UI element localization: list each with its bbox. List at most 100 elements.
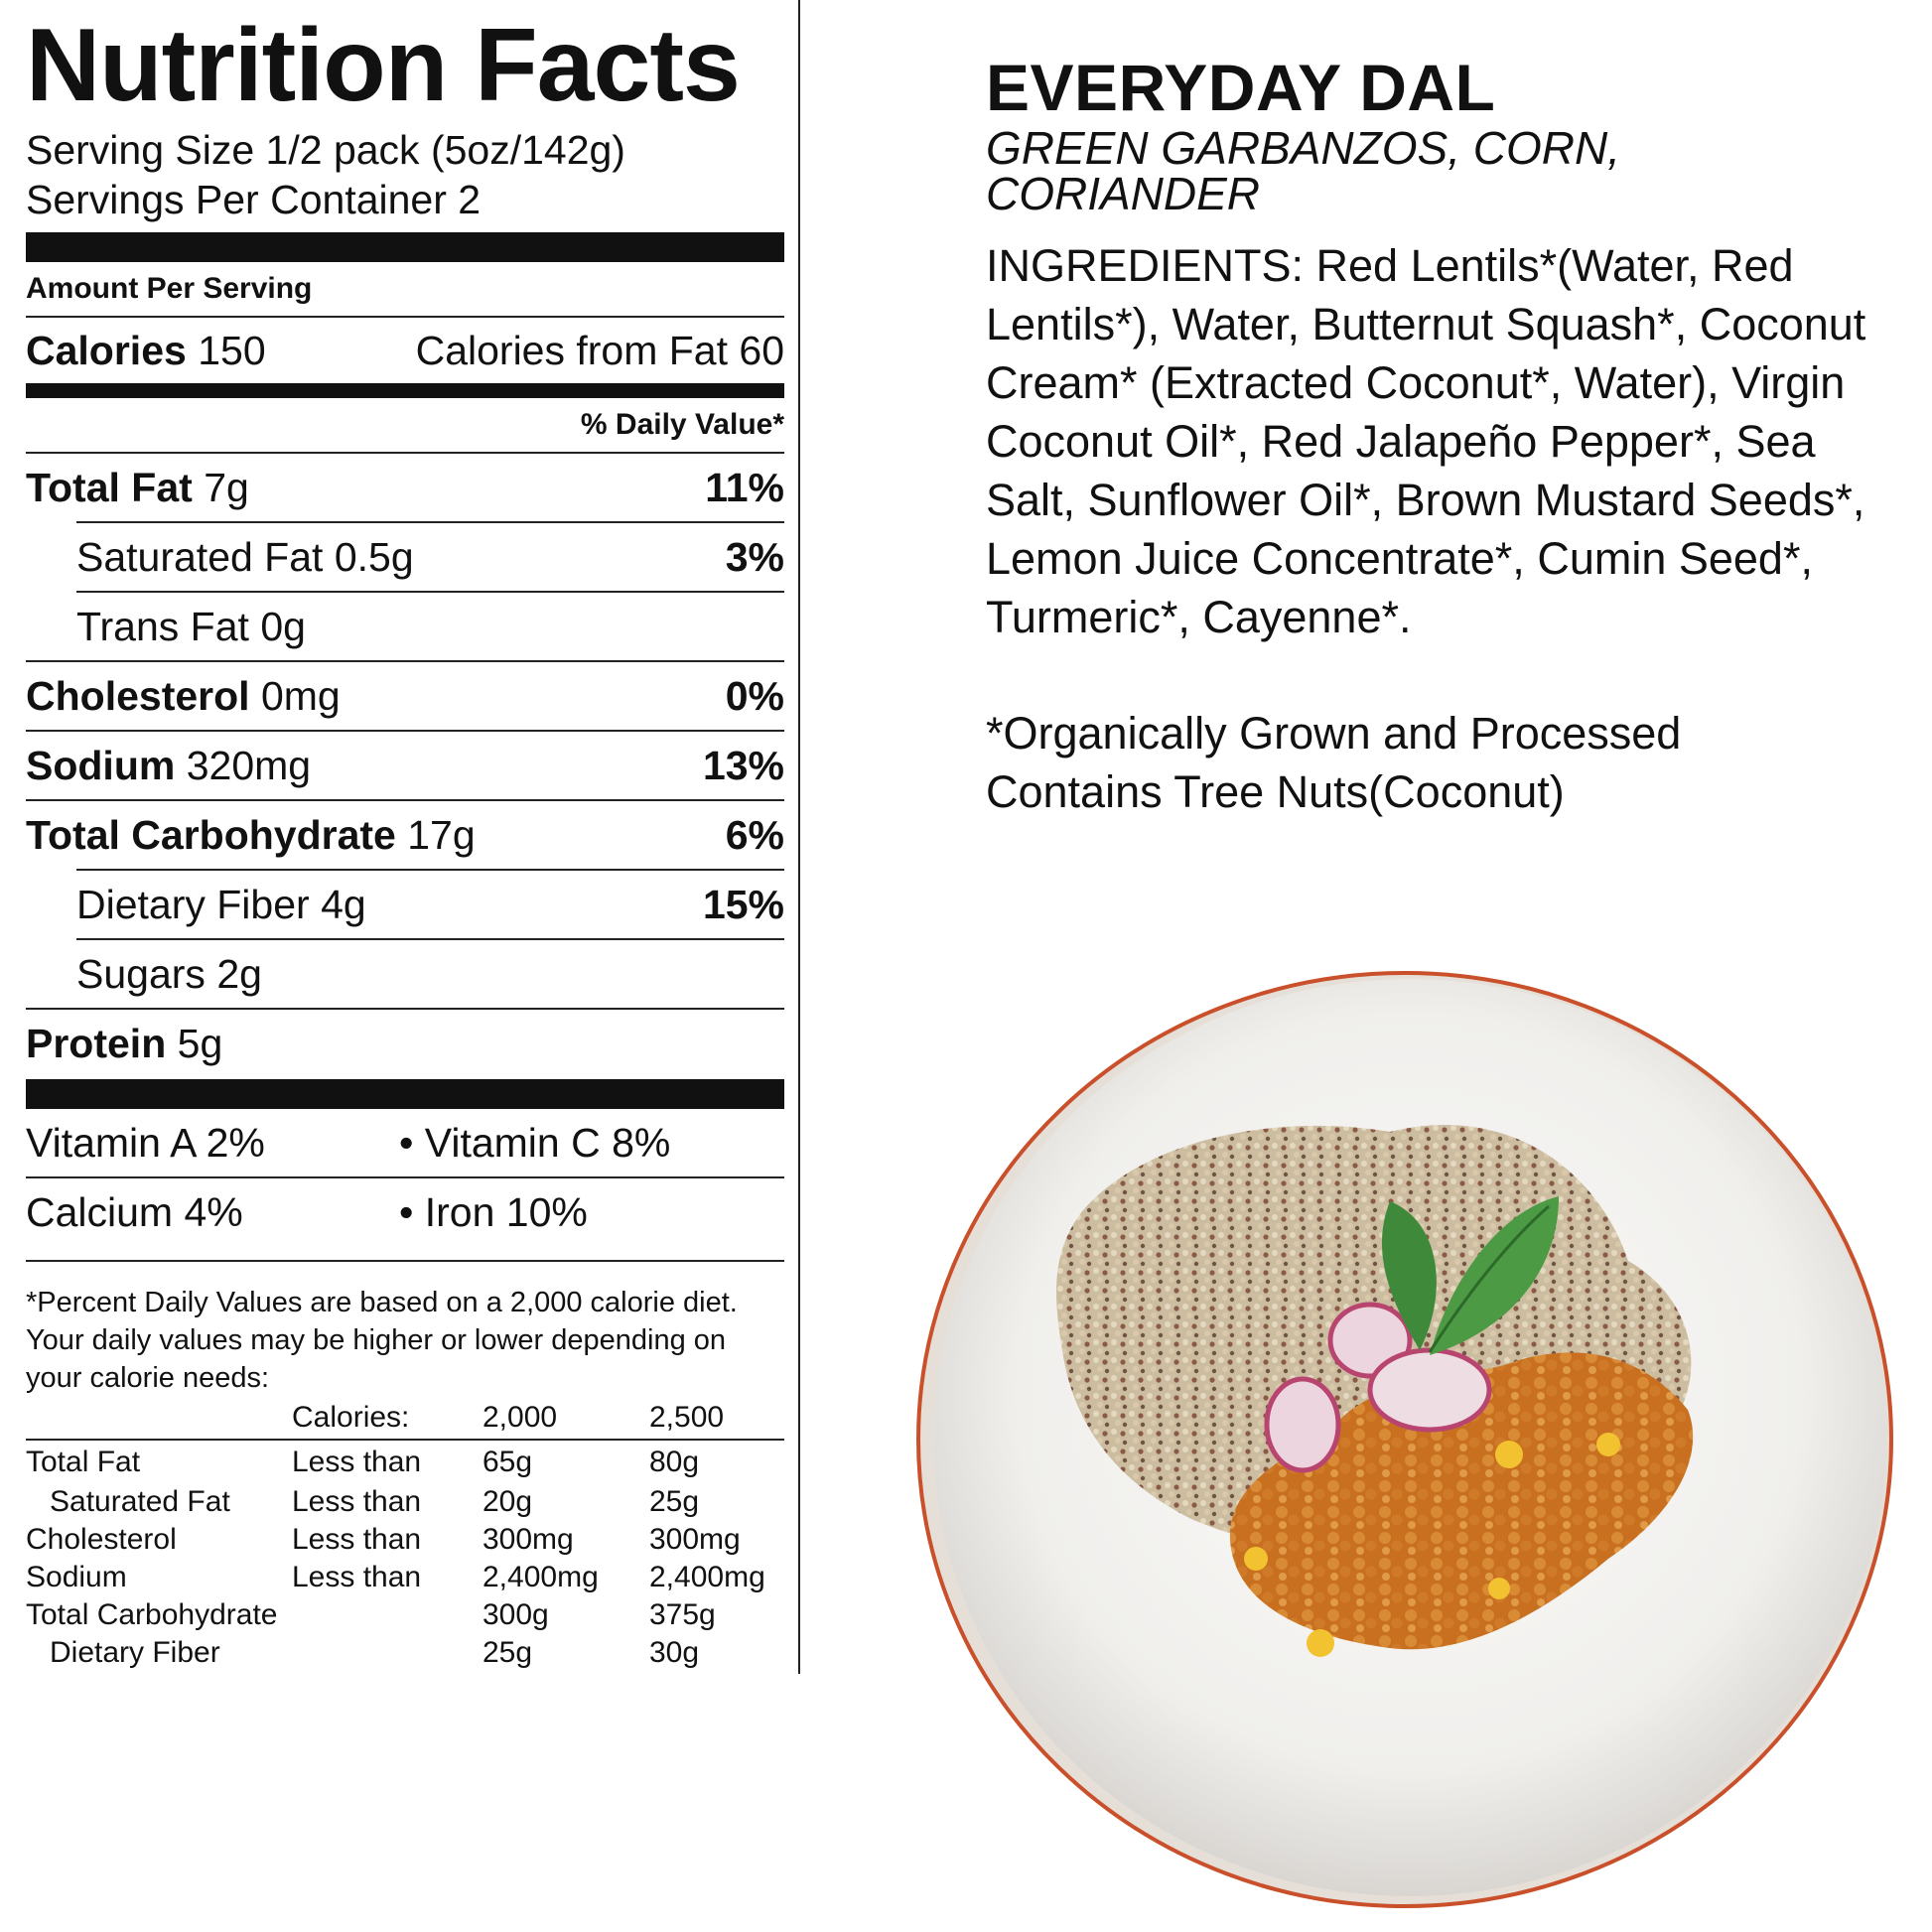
divider [26, 799, 784, 801]
medium-divider [26, 383, 784, 398]
nutrient-dv: 15% [702, 881, 784, 927]
reference-cell: 375g [649, 1598, 716, 1631]
divider [76, 591, 784, 593]
nutrient-row-sugars: Sugars 2g [26, 940, 784, 1008]
reference-row: Total Fat Less than 65g 80g [26, 1440, 784, 1483]
vitamin-c: • Vitamin C 8% [399, 1119, 671, 1166]
mint-vein [1428, 1204, 1550, 1353]
mint-leaf [1430, 1196, 1559, 1355]
reference-cell: 300g [483, 1598, 549, 1631]
nutrient-row-trans-fat: Trans Fat 0g [26, 593, 784, 660]
amount-per-serving: Amount Per Serving [26, 272, 313, 305]
reference-cell: 65g [483, 1445, 533, 1478]
nutrient-row-total-carbohydrate: Total Carbohydrate 17g 6% [26, 801, 784, 869]
reference-header-row: Calories: 2,000 2,500 [26, 1397, 784, 1441]
nutrient-row-cholesterol: Cholesterol 0mg 0% [26, 662, 784, 730]
bowl-illustration [916, 971, 1893, 1908]
reference-cell: 300mg [649, 1523, 741, 1556]
reference-cell: 25g [483, 1636, 533, 1669]
nutrition-facts-panel: Nutrition Facts Serving Size 1/2 pack (5… [0, 0, 800, 1674]
divider [76, 521, 784, 523]
corn-kernel [1488, 1578, 1510, 1599]
nutrient-name: Total Carbohydrate [26, 811, 396, 858]
iron: • Iron 10% [399, 1188, 588, 1235]
nutrient-name: Protein [26, 1020, 167, 1066]
nutrient-row-total-fat: Total Fat 7g 11% [26, 454, 784, 521]
nutrient-dv: 3% [725, 533, 784, 580]
nutrient-amount: 7g [204, 464, 249, 510]
reference-cell: Total Fat [26, 1445, 141, 1478]
reference-cell: Cholesterol [26, 1523, 177, 1556]
nutrition-facts-title: Nutrition Facts [26, 8, 741, 123]
product-info: EVERYDAY DAL GREEN GARBANZOS, CORN, CORI… [986, 50, 1899, 821]
daily-value-header: % Daily Value* [580, 408, 784, 441]
thick-divider [26, 232, 784, 262]
ingredients-text: INGREDIENTS: Red Lentils*(Water, Red Len… [986, 240, 1866, 642]
calories-from-fat: Calories from Fat 60 [415, 327, 784, 373]
corn-kernel [1596, 1433, 1620, 1456]
nutrient-dv: 13% [702, 742, 784, 788]
divider [26, 1176, 784, 1178]
nutrient-amount: 2g [216, 950, 262, 997]
reference-cell: Less than [292, 1561, 422, 1593]
reference-cell: 20g [483, 1485, 533, 1518]
reference-cell: 300mg [483, 1523, 574, 1556]
corn-kernel [1244, 1547, 1268, 1571]
divider [26, 316, 784, 318]
thick-divider [26, 1079, 784, 1109]
calories-label: Calories [26, 327, 187, 373]
corn-kernel [1307, 1629, 1334, 1657]
nutrient-amount: 5g [177, 1020, 223, 1066]
divider [26, 1008, 784, 1010]
reference-cell: 2,400mg [483, 1561, 599, 1593]
divider [76, 938, 784, 940]
reference-cell: 2,400mg [649, 1561, 765, 1593]
reference-row: Total Carbohydrate 300g 375g [26, 1596, 784, 1634]
divider [26, 1260, 784, 1262]
product-name: EVERYDAY DAL [986, 51, 1496, 124]
nutrient-amount: 0g [260, 603, 306, 649]
reference-cell: 2,000 [483, 1397, 649, 1441]
reference-cell: Less than [292, 1523, 422, 1556]
serving-size: Serving Size 1/2 pack (5oz/142g) [26, 127, 625, 173]
nutrient-name: Sodium [26, 742, 176, 788]
divider [26, 730, 784, 732]
divider [76, 869, 784, 871]
servings-per-container: Servings Per Container 2 [26, 177, 482, 222]
daily-reference-table: Calories: 2,000 2,500 Total Fat Less tha… [26, 1397, 784, 1672]
reference-cell: Saturated Fat [50, 1485, 230, 1518]
nutrient-name: Trans Fat [76, 603, 249, 649]
reference-cell: Calories: [292, 1397, 483, 1441]
vitamin-row: Vitamin A 2% • Vitamin C 8% [26, 1109, 784, 1176]
nutrient-dv: 0% [725, 672, 784, 719]
nutrient-name: Saturated Fat [76, 533, 324, 580]
nutrient-amount: 0.5g [334, 533, 414, 580]
dal-bowl-photo [913, 963, 1906, 1916]
reference-cell: 25g [649, 1485, 700, 1518]
nutrient-name: Total Fat [26, 464, 193, 510]
mineral-row: Calcium 4% • Iron 10% [26, 1178, 784, 1246]
calories-value: 150 [198, 327, 266, 373]
daily-value-footnote: *Percent Daily Values are based on a 2,0… [26, 1287, 738, 1394]
organic-note: *Organically Grown and Processed [986, 708, 1682, 759]
mint-leaf [1381, 1201, 1437, 1350]
reference-cell: Dietary Fiber [50, 1636, 220, 1669]
reference-cell [26, 1397, 292, 1441]
reference-cell: 80g [649, 1445, 700, 1478]
nutrient-name: Cholesterol [26, 672, 250, 719]
reference-cell: 2,500 [649, 1397, 784, 1441]
nutrient-amount: 0mg [260, 672, 341, 719]
dal [1229, 1352, 1694, 1650]
nutrient-amount: 17g [407, 811, 476, 858]
product-notes: *Organically Grown and Processed Contain… [986, 704, 1899, 821]
reference-cell [292, 1634, 483, 1672]
radish-slice [1264, 1376, 1341, 1473]
reference-cell: Sodium [26, 1561, 127, 1593]
calcium: Calcium 4% [26, 1188, 243, 1235]
vitamin-a: Vitamin A 2% [26, 1119, 265, 1166]
product-subtitle: GREEN GARBANZOS, CORN, CORIANDER [986, 122, 1620, 219]
allergen-note: Contains Tree Nuts(Coconut) [986, 766, 1565, 817]
nutrient-name: Sugars [76, 950, 206, 997]
reference-cell: 30g [649, 1636, 700, 1669]
corn-kernel [1495, 1441, 1523, 1468]
